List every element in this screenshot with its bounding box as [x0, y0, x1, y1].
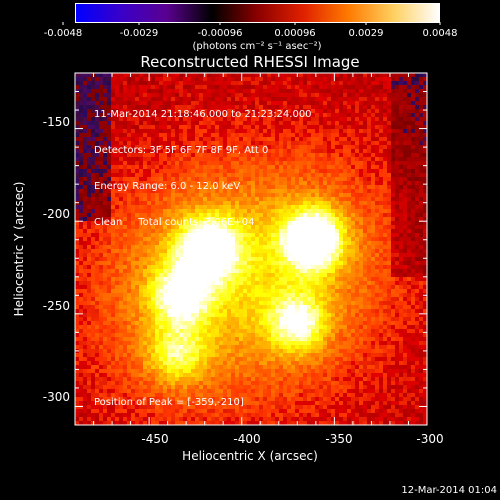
colorbar-unit-label: (photons cm⁻² s⁻¹ asec⁻²)	[192, 41, 321, 52]
rhessi-image	[75, 73, 427, 425]
x-axis-label: Heliocentric X (arcsec)	[182, 449, 318, 463]
peak-position-text: Position of Peak = [-359,-210]	[94, 397, 244, 408]
x-tick-label: -350	[325, 432, 352, 446]
detectors-text: Detectors: 3F 5F 6F 7F 8F 9F, Att 0	[94, 145, 269, 156]
y-tick-label: -300	[43, 390, 70, 404]
time-range-text: 11-Mar-2014 21:18:46.000 to 21:23:24.000	[94, 109, 312, 120]
energy-range-text: Energy Range: 6.0 - 12.0 keV	[94, 181, 241, 192]
image-title: Reconstructed RHESSI Image	[140, 53, 360, 71]
x-tick-label: -450	[141, 432, 168, 446]
colorbar-tick-label: 0.0048	[423, 28, 458, 39]
clean-counts-text: Clean Total counts: 3.06E+04	[94, 217, 255, 228]
colorbar-tick-label: -0.00096	[198, 28, 243, 39]
x-tick-label: -400	[233, 432, 260, 446]
y-axis-label: Heliocentric Y (arcsec)	[12, 182, 26, 317]
footer-timestamp: 12-Mar-2014 01:04	[401, 485, 497, 496]
y-tick-label: -250	[43, 299, 70, 313]
x-tick-label: -300	[416, 432, 443, 446]
y-tick-label: -200	[43, 207, 70, 221]
colorbar	[75, 3, 440, 23]
y-tick-label: -150	[43, 115, 70, 129]
colorbar-tick-label: -0.0029	[120, 28, 159, 39]
colorbar-tick-label: -0.0048	[44, 28, 83, 39]
colorbar-gradient	[75, 3, 440, 23]
observation-info: 11-Mar-2014 21:18:46.000 to 21:23:24.000…	[94, 85, 312, 241]
colorbar-axis: -0.0048 -0.0029 -0.00096 0.00096 0.0029 …	[44, 22, 458, 52]
colorbar-tick-label: 0.00096	[274, 28, 315, 39]
plot-frame	[74, 72, 428, 426]
colorbar-tick-label: 0.0029	[349, 28, 384, 39]
